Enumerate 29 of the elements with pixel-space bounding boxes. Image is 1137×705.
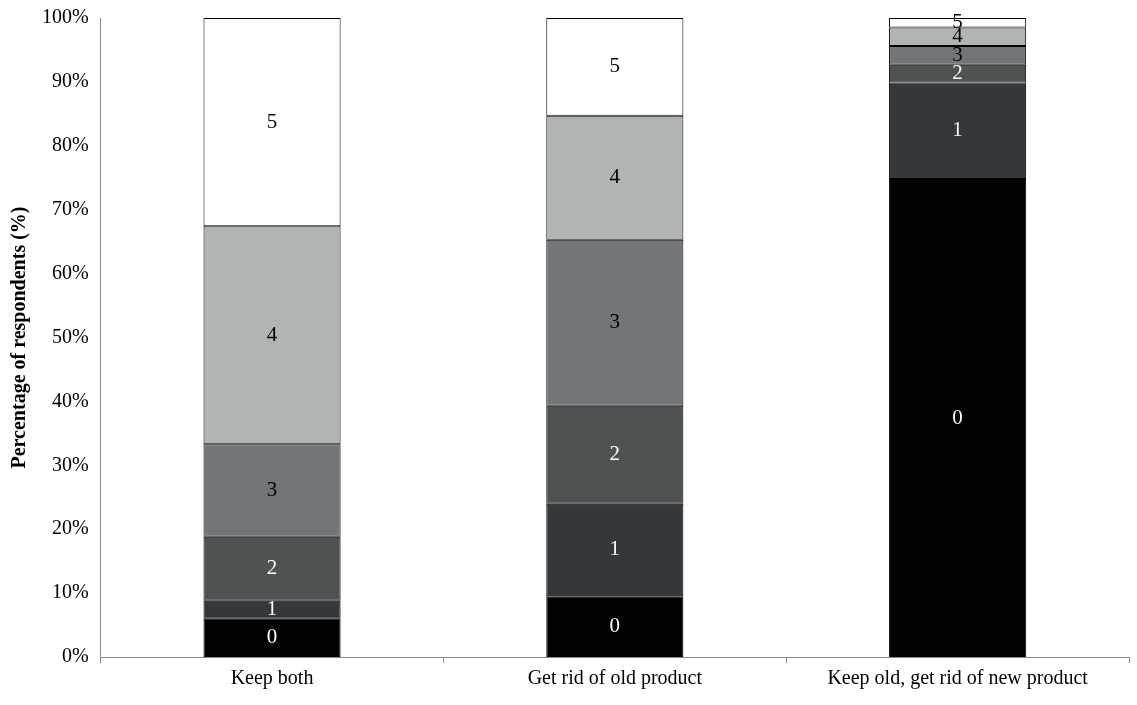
- x-tick-label: Keep both: [230, 666, 314, 690]
- x-tick-label: Keep old, get rid of new product: [827, 666, 1089, 690]
- text: 4: [609, 164, 621, 189]
- text: 5: [609, 53, 621, 78]
- y-tick-label: 60%: [51, 260, 89, 283]
- series-label: 0: [266, 624, 278, 649]
- text: 1: [609, 536, 621, 561]
- y-tick-label: 30%: [51, 452, 89, 475]
- y-tick-label: 20%: [51, 516, 89, 539]
- text: 3: [266, 477, 278, 502]
- series-label: 1: [266, 596, 278, 621]
- y-tick-label: 10%: [51, 580, 89, 603]
- text: 4: [266, 321, 278, 346]
- y-tick-label: 40%: [51, 388, 89, 411]
- text: 0: [952, 404, 963, 429]
- text: 2: [266, 555, 278, 580]
- y-tick-label: 0%: [61, 644, 89, 667]
- text: 5: [266, 108, 278, 133]
- y-tick-label: 70%: [51, 196, 89, 219]
- text: 2: [609, 441, 621, 466]
- x-tick-label: Get rid of old product: [527, 666, 703, 690]
- y-tick-label: 50%: [51, 324, 89, 347]
- y-tick-label: 80%: [51, 133, 89, 156]
- text: 3: [609, 309, 621, 334]
- y-tick-label: 100%: [41, 5, 89, 28]
- text: 1: [952, 117, 963, 142]
- y-axis-title: Percentage of respondents (%): [7, 206, 31, 469]
- y-tick-label: 90%: [51, 69, 89, 92]
- text: 0: [609, 613, 621, 638]
